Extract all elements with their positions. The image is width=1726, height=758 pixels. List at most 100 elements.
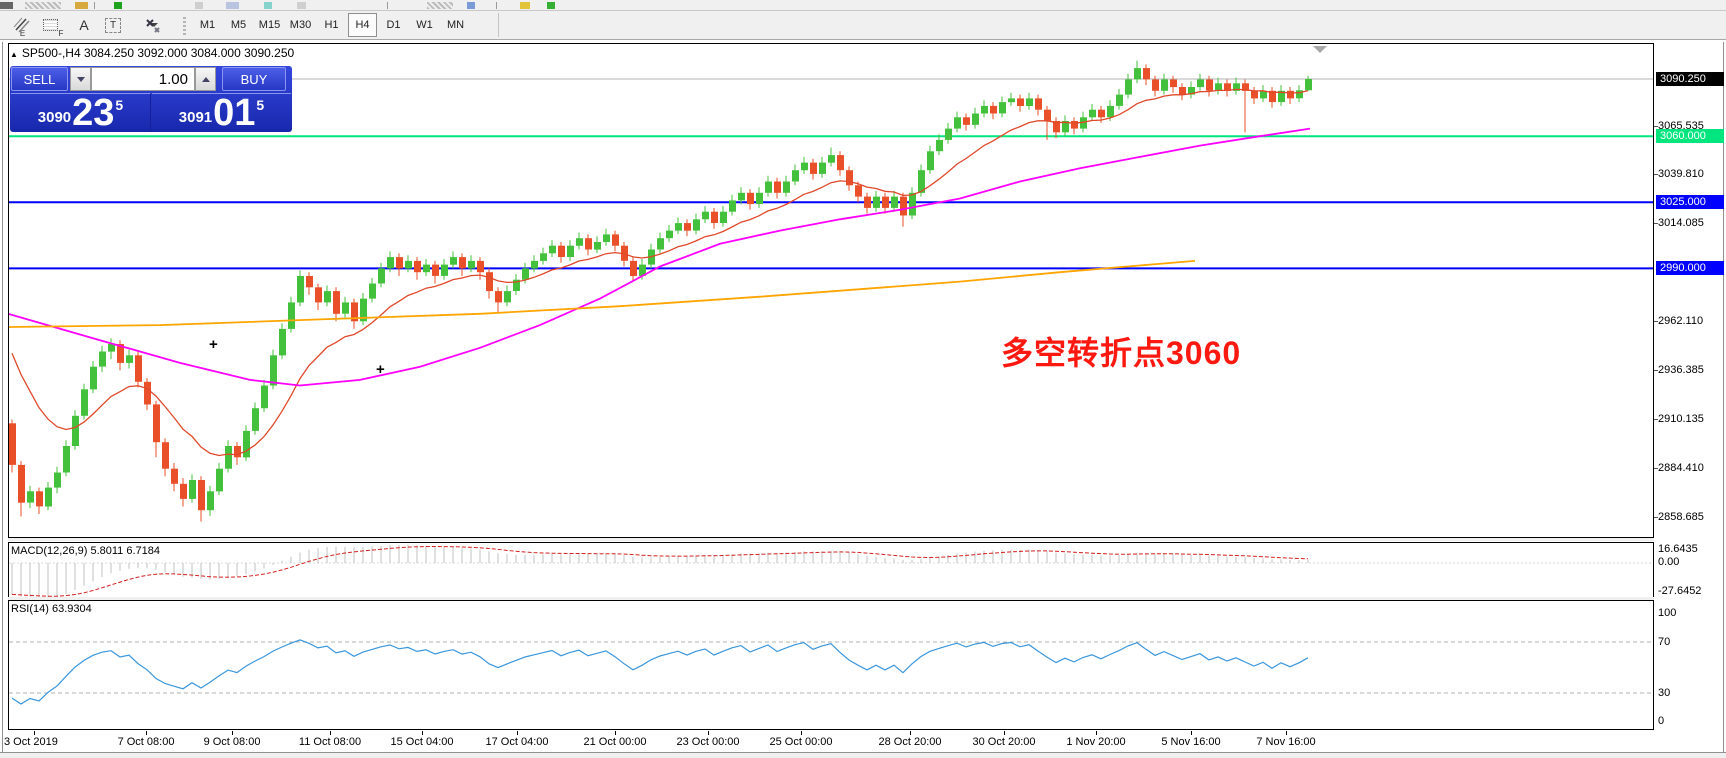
volume-increase-button[interactable] (195, 67, 216, 91)
panel-divider[interactable] (8, 538, 1654, 541)
price-axis-label: 2962.110 (1658, 315, 1704, 327)
timeframe-button-h1[interactable]: H1 (324, 19, 339, 31)
price-axis-tick (1654, 223, 1658, 224)
price-axis-label: 2858.685 (1658, 511, 1704, 523)
grid-glyph (42, 19, 58, 31)
price-axis-label: -27.6452 (1658, 585, 1702, 597)
sell-price-main: 3090 (37, 109, 72, 126)
cross-marker: + (209, 336, 218, 353)
toolbar-fragment-icon (94, 2, 95, 9)
text-label-tool-icon[interactable]: A (72, 12, 96, 38)
chart-toolbar: E F A T M1 M5 M15 M30 H1 H4 D1 W1 MN (0, 11, 1726, 40)
time-axis-tick (1004, 731, 1005, 735)
time-axis-label: 17 Oct 04:00 (485, 736, 549, 748)
letter-t-glyph: T (104, 17, 122, 33)
time-axis-label: 30 Oct 20:00 (972, 736, 1036, 748)
time-axis: 3 Oct 2019 7 Oct 08:00 9 Oct 08:00 11 Oct 0… (4, 731, 1654, 751)
price-axis-tick (1654, 468, 1658, 469)
toolbar-fragment-icon (496, 2, 497, 9)
price-axis-label: 3025.000 (1656, 195, 1724, 209)
textbox-tool-icon[interactable]: T (100, 12, 126, 38)
timeframe-button-m5[interactable]: M5 (230, 19, 247, 31)
price-axis-label: 2936.385 (1658, 364, 1704, 376)
toolbar-fragment-icon (114, 2, 122, 9)
time-axis-tick (1096, 731, 1097, 735)
indicator-e-icon[interactable]: E (8, 12, 36, 38)
time-axis-label: 21 Oct 00:00 (583, 736, 647, 748)
toolbar-fragment-icon (297, 2, 306, 9)
toolbar-fragment-icon (387, 2, 388, 9)
tool-sub-e: E (19, 29, 26, 38)
buy-price-display[interactable]: 3091 01 5 (152, 93, 291, 132)
time-axis-label: 9 Oct 08:00 (203, 736, 261, 748)
price-axis-label: 3014.085 (1658, 217, 1704, 229)
timeframe-button-m1[interactable]: M1 (199, 19, 216, 31)
volume-decrease-button[interactable] (70, 67, 91, 91)
price-axis-label: 3039.810 (1658, 168, 1704, 180)
chart-shift-marker-icon[interactable] (1313, 46, 1327, 53)
pencil-hatch-icon (13, 17, 30, 33)
time-axis-label: 15 Oct 04:00 (390, 736, 454, 748)
time-axis-tick (330, 731, 331, 735)
toolbar-fragment-icon (467, 2, 475, 9)
toolbar-grip[interactable] (183, 15, 186, 37)
volume-input[interactable] (91, 67, 195, 91)
price-axis-tick (1654, 370, 1658, 371)
timeframe-button-w1[interactable]: W1 (416, 19, 433, 31)
timeframe-button-d1[interactable]: D1 (386, 19, 401, 31)
arrow-objects-tool-icon[interactable] (132, 12, 172, 38)
upper-toolbar-cutoff-strip (0, 0, 1726, 11)
symbol-ohlc-text: SP500-,H4 3084.250 3092.000 3084.000 309… (21, 46, 295, 60)
time-axis-tick (232, 731, 233, 735)
sell-button[interactable]: SELL (11, 67, 68, 91)
price-axis-label: 70 (1658, 636, 1671, 648)
trade-prices-row: 3090 23 5 3091 01 5 (11, 93, 291, 132)
dropdown-caret-icon[interactable] (149, 23, 158, 27)
ma-orange-line (9, 260, 1196, 328)
letter-a-glyph: A (79, 17, 89, 33)
time-axis-tick (615, 731, 616, 735)
time-axis-tick (34, 731, 35, 735)
price-axis-tick (1654, 126, 1658, 127)
time-axis-tick (146, 731, 147, 735)
ma-fast-line (11, 88, 1309, 457)
rsi-plot-area[interactable] (9, 601, 1653, 729)
rsi-indicator-title: RSI(14) 63.9304 (11, 603, 92, 615)
macd-plot-area[interactable] (9, 543, 1653, 597)
buy-price-main: 3091 (178, 109, 213, 126)
timeframe-group: M1 M5 M15 M30 H1 H4 D1 W1 MN (193, 13, 470, 37)
time-axis-tick (910, 731, 911, 735)
timeframe-button-mn[interactable]: MN (446, 19, 465, 31)
panel-divider[interactable] (8, 597, 1654, 600)
time-axis-tick (1191, 731, 1192, 735)
time-axis-label: 3 Oct 2019 (4, 736, 58, 748)
toolbar-fragment-icon (25, 2, 61, 9)
toolbar-fragment-icon (0, 2, 13, 9)
one-click-trade-panel: SELL BUY 3090 23 5 3091 01 5 (10, 66, 292, 132)
price-axis-tick (1654, 419, 1658, 420)
price-axis-label: 0 (1658, 715, 1665, 727)
price-axis-tick (1654, 174, 1658, 175)
chart-plot-area[interactable] (9, 44, 1653, 537)
time-axis-label: 11 Oct 08:00 (298, 736, 362, 748)
window-bottom-edge (0, 752, 1726, 758)
sell-price-sup: 5 (115, 97, 124, 113)
price-axis-label: 3060.000 (1656, 129, 1724, 143)
time-axis-tick (708, 731, 709, 735)
toolbar-fragment-icon (547, 2, 555, 9)
buy-button[interactable]: BUY (222, 67, 286, 91)
macd-histogram (11, 544, 1309, 597)
sell-price-display[interactable]: 3090 23 5 (11, 93, 151, 132)
price-axis-tick (1654, 321, 1658, 322)
rsi-line (11, 639, 1309, 705)
grid-f-icon[interactable]: F (38, 12, 68, 38)
timeframe-button-h4[interactable]: H4 (348, 13, 377, 37)
macd-indicator-title: MACD(12,26,9) 5.8011 6.7184 (11, 545, 160, 557)
timeframe-button-m15[interactable]: M15 (258, 19, 281, 31)
price-axis-label: 0.00 (1658, 556, 1680, 568)
timeframe-button-m30[interactable]: M30 (289, 19, 312, 31)
time-axis-label: 5 Nov 16:00 (1161, 736, 1221, 748)
time-axis-tick (517, 731, 518, 735)
collapse-triangle-icon[interactable]: ▲ (10, 50, 18, 59)
